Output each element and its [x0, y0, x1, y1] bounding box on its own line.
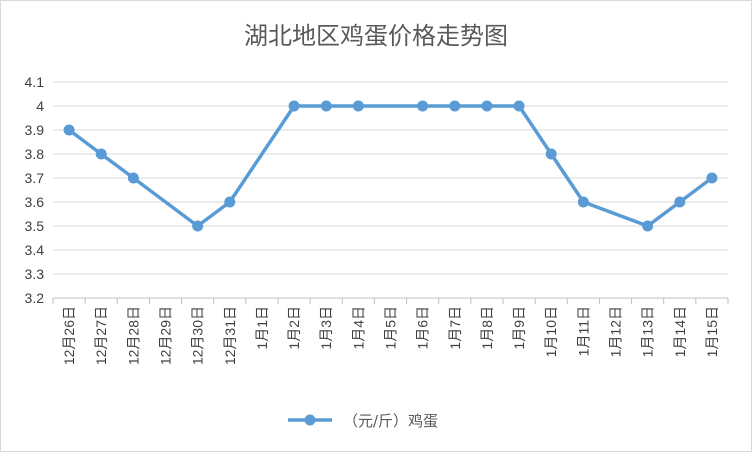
series-layer: [63, 100, 718, 232]
x-tick-label: 1月2日: [286, 306, 302, 350]
y-tick-label: 4: [36, 98, 44, 114]
x-tick-label: 1月11日: [575, 306, 591, 356]
y-tick-label: 3.9: [25, 122, 45, 138]
x-tick-label: 1月10日: [543, 306, 559, 357]
data-point: [417, 100, 429, 112]
data-point: [513, 100, 525, 112]
data-point: [577, 196, 589, 208]
x-tick-label: 1月8日: [479, 306, 495, 350]
y-tick-label: 3.8: [25, 146, 45, 162]
x-tick-label: 1月6日: [415, 306, 431, 350]
y-tick-label: 3.3: [25, 266, 45, 282]
data-point: [352, 100, 364, 112]
x-tick-label: 12月29日: [158, 306, 174, 365]
x-tick-label: 12月30日: [190, 306, 206, 365]
y-tick-label: 3.5: [25, 218, 45, 234]
y-tick-label: 3.7: [25, 170, 45, 186]
x-tick-label: 1月15日: [704, 306, 720, 357]
data-point: [674, 196, 686, 208]
x-tick-label: 1月3日: [318, 306, 334, 350]
y-tick-label: 3.4: [25, 242, 45, 258]
x-tick-label: 1月14日: [672, 306, 688, 357]
x-tick-label: 12月31日: [222, 306, 238, 365]
grid-layer: [53, 81, 728, 299]
x-tick-label: 1月4日: [350, 306, 366, 350]
data-point: [449, 100, 461, 112]
x-tick-label: 12月28日: [125, 306, 141, 365]
data-point: [706, 172, 718, 184]
x-tick-label: 12月26日: [61, 306, 77, 365]
x-tick-label: 1月9日: [511, 306, 527, 350]
data-point: [95, 148, 107, 160]
data-point: [545, 148, 557, 160]
x-tick-label: 1月7日: [447, 306, 463, 350]
y-tick-label: 3.2: [25, 290, 45, 306]
data-point: [63, 124, 75, 136]
legend: （元/斤）鸡蛋: [288, 412, 438, 430]
data-point: [481, 100, 493, 112]
data-point: [288, 100, 300, 112]
x-tick-label: 12月27日: [93, 306, 109, 365]
series-line: [67, 104, 714, 228]
x-tick-label: 1月1日: [254, 306, 270, 350]
data-point: [224, 196, 236, 208]
legend-label: （元/斤）鸡蛋: [343, 412, 438, 430]
x-tick-label: 1月12日: [608, 306, 624, 357]
legend-point-marker: [304, 414, 316, 426]
axis-layer: 3.2 3.3 3.4 3.5 3.6 3.7 3.8 3.9 4 4.1 12月26日 12月27日…: [25, 74, 729, 365]
data-point: [320, 100, 332, 112]
data-point: [642, 220, 654, 232]
y-tick-label: 3.6: [25, 194, 45, 210]
x-tick-label: 1月13日: [640, 306, 656, 357]
chart-title: 湖北地区鸡蛋价格走势图: [244, 22, 508, 50]
data-point: [127, 172, 139, 184]
data-point: [192, 220, 204, 232]
x-tick-label: 1月5日: [383, 306, 399, 350]
y-tick-label: 4.1: [25, 74, 45, 90]
